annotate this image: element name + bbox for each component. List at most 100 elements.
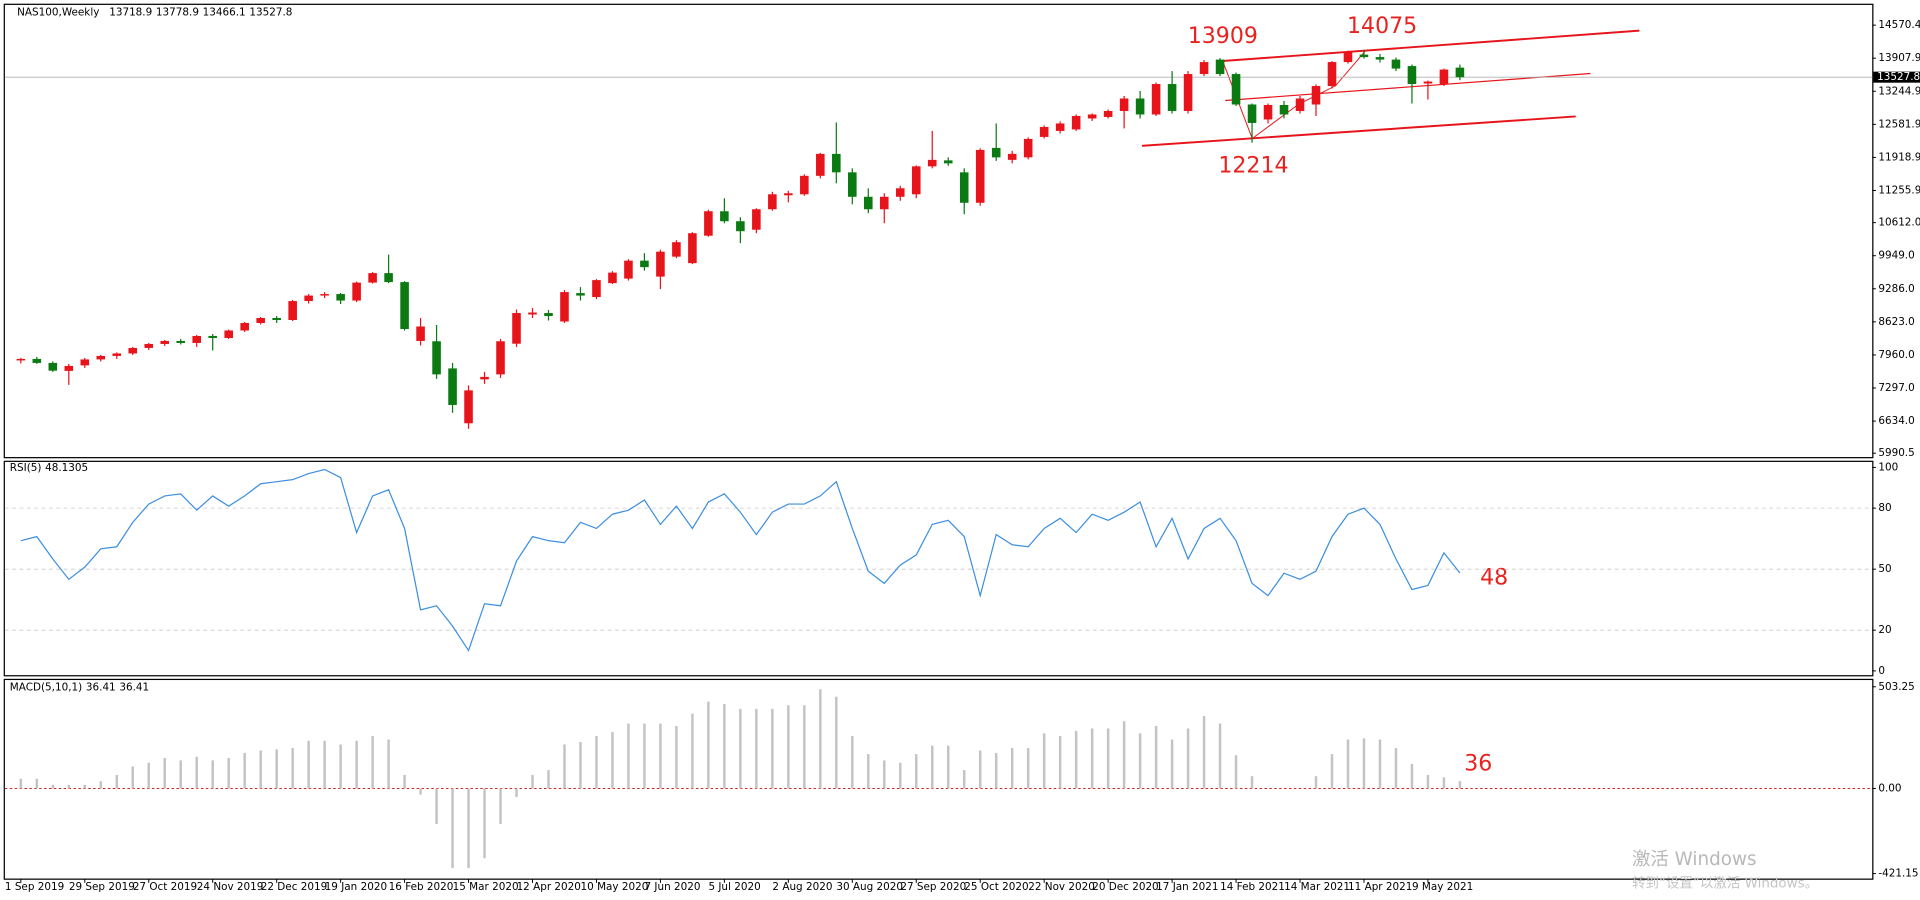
- candle-body: [128, 347, 138, 354]
- trend-lines: [1141, 29, 1640, 147]
- macd-bar: [1010, 748, 1014, 789]
- macd-bar: [1218, 723, 1222, 789]
- macd-bar: [291, 748, 294, 789]
- last-low: 13466.1: [203, 6, 246, 18]
- macd-bar: [627, 723, 630, 789]
- candle-body: [1423, 81, 1433, 84]
- candle-body: [320, 294, 329, 296]
- macd-bar: [1026, 748, 1030, 789]
- y-tick-label: 100: [1878, 461, 1898, 473]
- macd-bar: [387, 739, 390, 789]
- candle-body: [1311, 86, 1321, 105]
- candle-body: [704, 211, 713, 236]
- x-tick-label: 2 Aug 2020: [772, 881, 832, 893]
- y-tick-label: 11918.9: [1878, 151, 1920, 163]
- macd-bar: [19, 778, 23, 789]
- macd-bar: [1058, 735, 1062, 789]
- candle-body: [304, 295, 313, 302]
- macd-bar: [1378, 739, 1382, 789]
- y-tick-label: 10612.0: [1878, 217, 1920, 229]
- annotation: 13909: [1188, 24, 1258, 49]
- candle-body: [224, 330, 233, 338]
- candle-body: [975, 149, 985, 203]
- candle-body: [1407, 66, 1417, 85]
- candle-body: [911, 166, 921, 195]
- candle-body: [640, 260, 649, 268]
- candle-body: [816, 153, 825, 176]
- candle-body: [240, 323, 249, 331]
- last-high: 13778.9: [156, 6, 199, 18]
- candle-body: [160, 340, 170, 344]
- macd-bar: [691, 713, 694, 789]
- candle-body: [800, 175, 809, 195]
- macd-header: MACD(5,10,1) 36.41 36.41: [10, 681, 149, 693]
- macd-bar: [67, 784, 71, 789]
- candle-body: [432, 341, 441, 375]
- candle-body: [991, 147, 1001, 158]
- candle-body: [736, 221, 745, 232]
- candle-body: [112, 353, 122, 356]
- candle-body: [624, 260, 633, 279]
- macd-bar: [467, 788, 470, 869]
- candle-body: [96, 355, 106, 360]
- price-header: NAS100,Weekly 13718.9 13778.9 13466.1 13527.…: [17, 6, 292, 18]
- x-tick-label: 12 Apr 2020: [517, 881, 581, 893]
- annotation: 14075: [1347, 14, 1417, 39]
- candle-body: [864, 196, 873, 210]
- y-tick-label: 7960.0: [1878, 349, 1914, 361]
- candle-body: [1215, 59, 1225, 75]
- candle-body: [1343, 52, 1353, 63]
- macd-bar: [1122, 721, 1126, 789]
- candle-body: [464, 390, 473, 424]
- bid-label: 13527.8: [1877, 71, 1920, 83]
- macd-bar: [563, 744, 566, 789]
- macd-bar: [1154, 726, 1158, 789]
- macd-bar: [643, 723, 646, 789]
- candle-body: [1055, 123, 1065, 131]
- y-tick-label: 503.25: [1878, 681, 1914, 693]
- macd-bar: [371, 735, 374, 789]
- macd-bar: [307, 740, 310, 789]
- annotation: 12214: [1218, 154, 1288, 179]
- candle-body: [416, 326, 425, 341]
- x-tick-label: 17 Jan 2021: [1156, 881, 1218, 893]
- macd-bar: [355, 740, 358, 789]
- candle-body: [560, 292, 569, 322]
- macd-bar: [1234, 755, 1238, 789]
- y-tick-label: 14570.4: [1878, 19, 1920, 31]
- macd-bar: [339, 744, 342, 789]
- candle-body: [48, 362, 58, 371]
- rsi-header: RSI(5) 48.1305: [10, 462, 88, 474]
- x-tick-label: 7 Jun 2020: [644, 881, 700, 893]
- macd-bar: [547, 770, 550, 789]
- candle-body: [16, 358, 26, 361]
- macd-bar: [771, 708, 774, 789]
- y-tick-label: 6634.0: [1878, 415, 1914, 427]
- macd-bar: [947, 745, 950, 789]
- candle-body: [32, 358, 42, 363]
- macd-bar: [179, 760, 182, 789]
- candle-body: [1247, 104, 1257, 123]
- candle-body: [544, 313, 553, 317]
- macd-bar: [515, 788, 518, 797]
- macd-bar: [131, 766, 134, 789]
- price-panel: [3, 3, 1874, 459]
- candle-body: [352, 282, 361, 301]
- x-tick-label: 22 Dec 2019: [261, 881, 327, 893]
- x-tick-label: 10 May 2020: [581, 881, 649, 893]
- x-tick-label: 27 Oct 2019: [133, 881, 197, 893]
- macd-bar: [1394, 748, 1398, 789]
- candle-body: [1295, 98, 1305, 111]
- channel-lower: [1141, 115, 1576, 147]
- x-tick-label: 25 Oct 2020: [964, 881, 1028, 893]
- last-open: 13718.9: [109, 6, 152, 18]
- macd-bar: [35, 778, 39, 789]
- macd-bar: [99, 781, 103, 789]
- candle-body: [272, 318, 281, 321]
- candle-body: [879, 196, 889, 210]
- macd-bar: [755, 708, 758, 789]
- macd-bar: [1346, 739, 1350, 789]
- y-tick-label: 0.00: [1878, 782, 1901, 794]
- macd-title: MACD(5,10,1): [10, 681, 82, 693]
